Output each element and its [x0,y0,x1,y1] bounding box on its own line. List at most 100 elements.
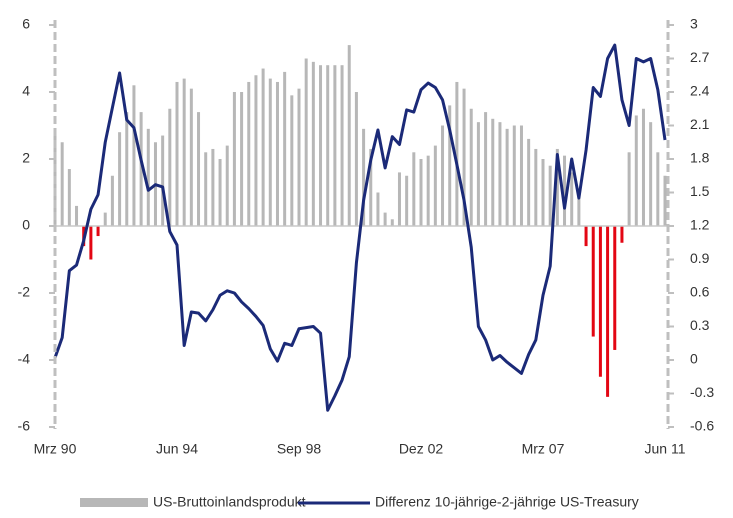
bar [60,142,64,226]
bar [254,75,258,226]
bar [333,65,337,226]
bar [225,145,229,226]
bar [347,45,351,226]
bar [275,81,279,226]
bar [606,226,610,397]
x-tick-label: Sep 98 [277,441,322,457]
bar [139,112,143,226]
bar [469,108,473,226]
bar [613,226,617,350]
legend-swatch [80,498,148,507]
line [53,43,667,412]
bar [491,118,495,226]
bar [369,148,373,226]
bar [75,205,79,226]
y2-tick-label: -0.6 [690,418,714,434]
bar [462,88,466,227]
bar [419,159,423,226]
y-tick-label: -6 [18,418,31,434]
bar [362,128,366,226]
y2-tick-label: 2.4 [690,83,710,99]
bar [232,92,236,226]
bar [563,155,567,226]
bar [512,125,516,226]
bar [283,71,287,227]
bar [146,128,150,226]
y-tick-label: 4 [22,83,30,99]
y2-tick-label: 3 [690,16,698,32]
bar [175,81,179,226]
bar [304,58,308,226]
bar [405,175,409,226]
bar [297,88,301,227]
bar [168,108,172,226]
bar [426,155,430,226]
bar [541,159,545,226]
bar [548,165,552,226]
bar [247,81,251,226]
y2-tick-label: 0.3 [690,317,710,333]
y2-tick-label: 2.7 [690,49,710,65]
bar [96,226,100,237]
y-tick-label: 6 [22,16,30,32]
bar [340,65,344,226]
bar [182,78,186,226]
bar [620,226,624,243]
bar [476,122,480,226]
bar [118,132,122,226]
bar [290,95,294,226]
bar [570,172,574,226]
bar [641,108,645,226]
bar [591,226,595,337]
bar [527,138,531,226]
bar [189,88,193,227]
bar [663,175,667,226]
x-tick-label: Jun 11 [645,441,686,457]
bar [268,78,272,226]
bar [498,122,502,226]
bar [390,219,394,226]
bar [412,152,416,226]
bar [484,112,488,226]
x-tick-label: Dez 02 [399,441,444,457]
bar [376,192,380,226]
y-tick-label: 0 [22,217,30,233]
bar [433,145,437,226]
y2-tick-label: -0.3 [690,384,714,400]
bar [577,192,581,226]
bar [505,128,509,226]
bar [584,226,588,247]
bar [261,68,265,226]
y-tick-label: -2 [18,284,31,300]
legend-label: US-Bruttoinlandsprodukt [153,494,306,510]
x-tick-label: Jun 94 [156,441,198,457]
bar [125,112,129,226]
y2-tick-label: 0 [690,351,698,367]
y-tick-label: -4 [18,351,31,367]
bar [103,212,107,226]
bar [197,112,201,226]
bar [455,81,459,226]
bar [211,148,215,226]
y2-tick-label: 0.9 [690,250,710,266]
x-tick-label: Mrz 90 [34,441,77,457]
y2-tick-label: 1.5 [690,183,710,199]
bar [110,175,114,226]
bar [326,65,330,226]
legend-label: Differenz 10-jährige-2-jährige US-Treasu… [375,494,639,510]
bar [656,152,660,226]
bar [161,135,165,226]
bar [555,148,559,226]
bar [354,92,358,226]
bar [397,172,401,226]
bar [534,148,538,226]
bar [383,212,387,226]
bar [89,226,93,260]
bar [311,61,315,226]
bar [204,152,208,226]
y2-tick-label: 1.2 [690,217,710,233]
bar [519,125,523,226]
bar [598,226,602,377]
